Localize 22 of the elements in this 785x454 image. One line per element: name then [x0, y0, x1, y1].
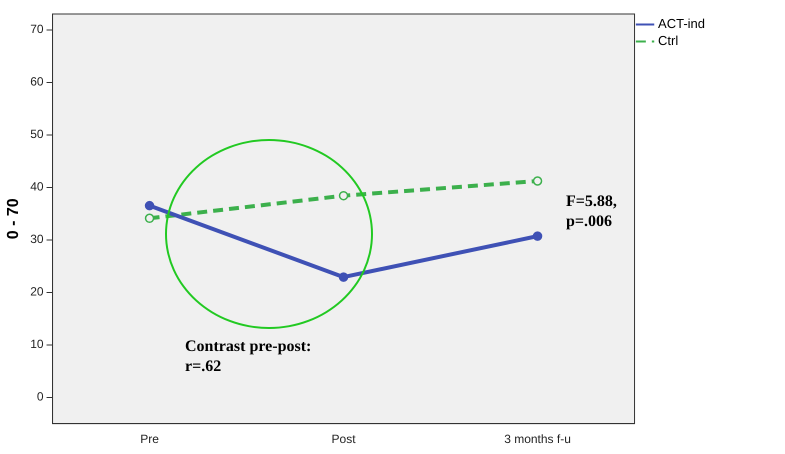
y-tick-label: 30 [30, 232, 44, 246]
point [144, 200, 154, 210]
point [532, 176, 542, 186]
y-tick-label: 40 [30, 180, 44, 194]
y-axis-title: 0 - 70 [5, 198, 22, 240]
point [338, 272, 348, 282]
y-tick-label: 0 [36, 390, 44, 404]
y-tick-label: 70 [30, 22, 44, 36]
x-tick-label: Pre [140, 432, 160, 446]
annotation: Contrast pre-post: r=.62 [185, 338, 312, 376]
legend-label: Ctrl [658, 33, 678, 48]
annotation: F=5.88, p=.006 [566, 193, 617, 230]
x-tick-label: Post [332, 432, 356, 446]
y-tick-label: 10 [30, 337, 44, 352]
point [532, 231, 542, 241]
x-tick-label: 3 months f-u [504, 432, 571, 446]
legend-label: ACT-ind [658, 16, 706, 32]
point [338, 190, 348, 200]
y-tick-label: 50 [30, 127, 44, 142]
y-tick-label: 60 [30, 74, 44, 89]
y-tick-label: 20 [30, 284, 44, 299]
point [144, 214, 154, 224]
